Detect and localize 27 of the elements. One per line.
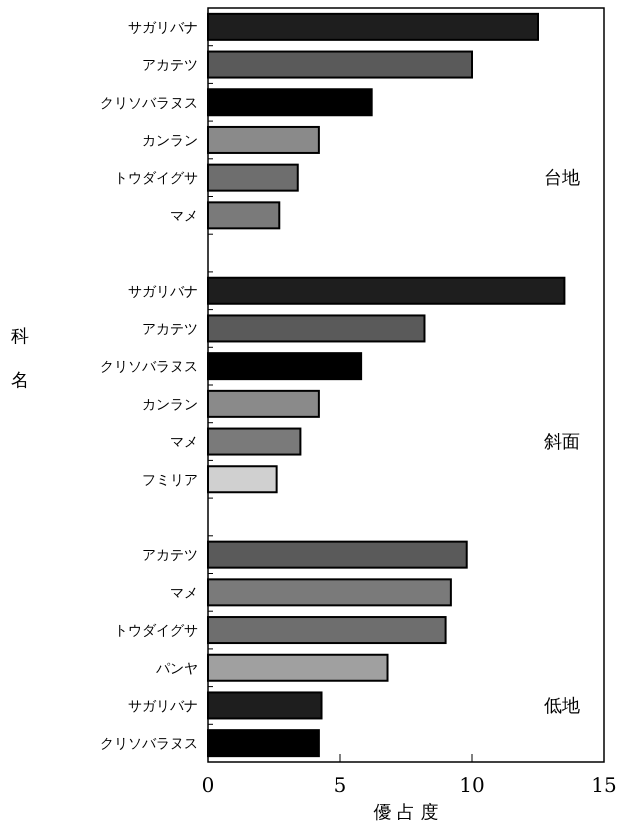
x-tick-label: 0 [202, 773, 214, 797]
y-tick-label: サガリバナ [128, 20, 198, 36]
y-tick-label: アカテツ [142, 548, 198, 564]
annotation: 斜面 [544, 432, 580, 453]
y-tick-label: サガリバナ [128, 284, 198, 300]
y-tick-label: クリソバラヌス [100, 359, 198, 376]
annotation: 低地 [544, 695, 580, 716]
y-tick-label: サガリバナ [128, 698, 198, 714]
y-tick-label: カンラン [142, 396, 198, 413]
y-tick-label: マメ [170, 208, 198, 224]
y-tick-label: パンヤ [155, 660, 198, 677]
y-tick-label: マメ [170, 585, 198, 602]
y-tick-label: アカテツ [142, 321, 198, 338]
x-tick-label: 15 [591, 773, 617, 797]
y-tick-label: アカテツ [142, 58, 198, 74]
y-tick-label: フミリア [142, 472, 198, 488]
x-axis-title: 優 占 度 [373, 802, 439, 821]
x-tick-label: 5 [334, 773, 346, 797]
y-tick-label: クリソバラヌス [100, 736, 198, 752]
annotation: 台地 [544, 168, 580, 189]
y-tick-label: カンラン [142, 132, 198, 149]
y-tick-label: トウダイグサ [114, 170, 198, 187]
text: 科名 [11, 326, 29, 391]
y-tick-label: クリソバラヌス [100, 95, 198, 112]
y-tick-label: マメ [170, 434, 198, 451]
y-tick-label: トウダイグサ [114, 623, 198, 640]
x-tick-label: 10 [459, 773, 485, 797]
